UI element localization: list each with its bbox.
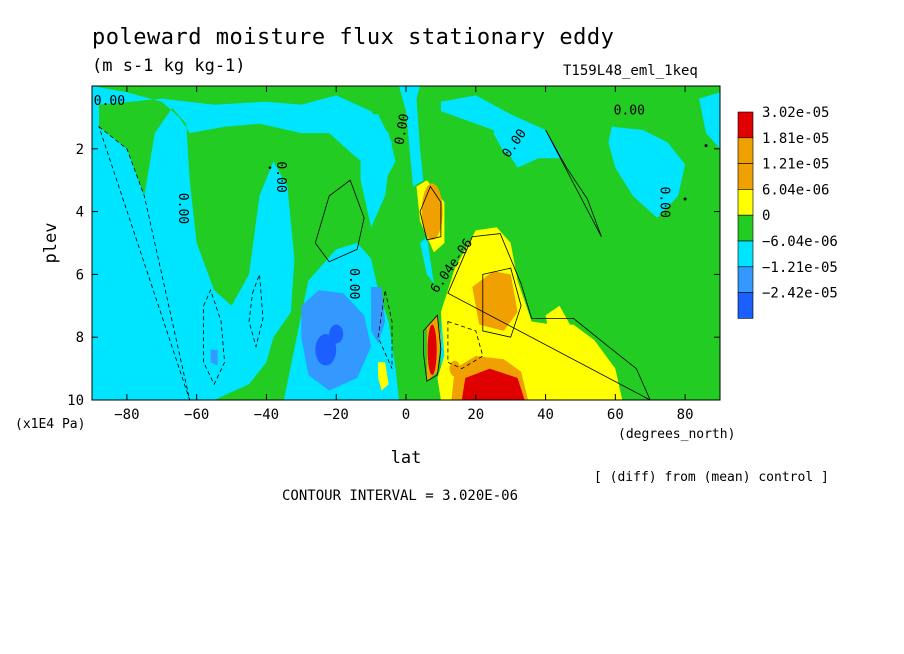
x-axis-label: lat xyxy=(391,448,422,468)
contour-line-nh-upper xyxy=(545,129,602,237)
contour-line-eq-upper xyxy=(419,185,442,241)
diff-note: [ (diff) from (mean) control ] xyxy=(594,470,829,485)
chart-units: (m s-1 kg kg-1) xyxy=(92,56,246,76)
x-tick-label: 0 xyxy=(402,407,410,423)
positive-region-sh-small xyxy=(378,362,389,391)
contour-line-eq-low xyxy=(422,314,442,382)
contour-label: 0.00 xyxy=(346,268,361,299)
negative-core-sh xyxy=(315,334,337,366)
negative-region-blue-dot xyxy=(210,349,218,366)
legend-label: −2.42e-05 xyxy=(762,286,838,302)
legend-swatch xyxy=(737,111,754,139)
negative-core-sh-2 xyxy=(329,324,344,344)
run-label: T159L48_eml_1keq xyxy=(563,63,698,79)
contour-line-sh-1 xyxy=(98,125,191,400)
x-tick-label: 40 xyxy=(537,407,554,423)
contour-line-nh-2 xyxy=(482,267,522,338)
legend-swatch xyxy=(737,266,754,293)
legend-label: 1.21e-05 xyxy=(762,157,829,173)
contour-label: 0.00 xyxy=(94,94,125,109)
positive-region-orange-eq-2 xyxy=(449,360,461,377)
contour-line-sh-upper xyxy=(314,179,365,263)
negative-region-tropics-upper xyxy=(493,126,553,159)
contour-label: 0.00 xyxy=(614,103,645,118)
legend-label: 3.02e-05 xyxy=(762,105,829,121)
legend-swatch xyxy=(737,214,754,242)
x-tick-label: −20 xyxy=(324,407,349,423)
legend-label: −6.04e-06 xyxy=(762,234,838,250)
x-axis-unit: (degrees_north) xyxy=(618,427,735,442)
y-tick-label: 8 xyxy=(76,330,84,346)
y-tick-label: 2 xyxy=(76,142,84,158)
legend-label: 0 xyxy=(762,208,770,224)
legend-swatch xyxy=(737,137,754,164)
contour-line-sh-2 xyxy=(203,288,226,386)
contour-label: 0.00 xyxy=(392,113,412,146)
x-tick-label: 80 xyxy=(677,407,694,423)
contour-label: 0.00 xyxy=(657,187,672,218)
chart-title: poleward moisture flux stationary eddy xyxy=(92,25,615,50)
positive-region-nh-2 xyxy=(545,305,570,335)
y-axis-unit: (x1E4 Pa) xyxy=(15,417,85,432)
positive-core-low xyxy=(461,368,525,400)
negative-region-upper xyxy=(360,114,392,228)
negative-region-sh-blue-2 xyxy=(371,287,386,344)
legend-label: 6.04e-06 xyxy=(762,182,829,198)
contour-marker xyxy=(268,166,272,169)
contour-line-eq-low-2 xyxy=(447,320,484,370)
x-tick-label: 20 xyxy=(467,407,484,423)
contour-line-sh-4 xyxy=(377,290,393,369)
legend-label: 1.81e-05 xyxy=(762,131,829,147)
negative-region-equator-mid xyxy=(420,236,434,284)
contour-marker xyxy=(683,197,687,201)
contour-fields xyxy=(92,86,720,400)
negative-region-north xyxy=(608,126,686,218)
negative-region-south xyxy=(92,86,396,400)
legend-swatch xyxy=(737,189,754,216)
contour-line-nh-1 xyxy=(447,233,651,400)
x-tick-label: −40 xyxy=(254,407,279,423)
legend-label: −1.21e-05 xyxy=(762,260,838,276)
y-tick-label: 10 xyxy=(67,393,84,409)
positive-region-nh-small xyxy=(594,359,609,378)
contour-marker xyxy=(704,144,708,148)
x-tick-label: −80 xyxy=(114,407,139,423)
y-axis-label: plev xyxy=(41,223,61,264)
y-tick-label: 6 xyxy=(76,267,84,283)
x-tick-label: −60 xyxy=(184,407,209,423)
legend-swatch xyxy=(737,292,754,319)
negative-region-pole xyxy=(699,92,720,149)
contour-interval-label: CONTOUR INTERVAL = 3.020E-06 xyxy=(282,488,519,504)
y-tick-label: 4 xyxy=(76,205,84,221)
positive-region-orange-mid xyxy=(472,271,518,331)
legend-swatch xyxy=(737,240,754,268)
legend-swatch xyxy=(737,163,754,190)
negative-region-equator-top xyxy=(399,86,424,187)
positive-core-eq xyxy=(427,324,437,375)
contour-line-sh-3 xyxy=(248,274,264,349)
x-tick-label: 60 xyxy=(607,407,624,423)
contour-label: 0.00 xyxy=(175,193,190,224)
positive-region-nh xyxy=(437,227,623,400)
contour-label: 0.00 xyxy=(273,161,288,192)
